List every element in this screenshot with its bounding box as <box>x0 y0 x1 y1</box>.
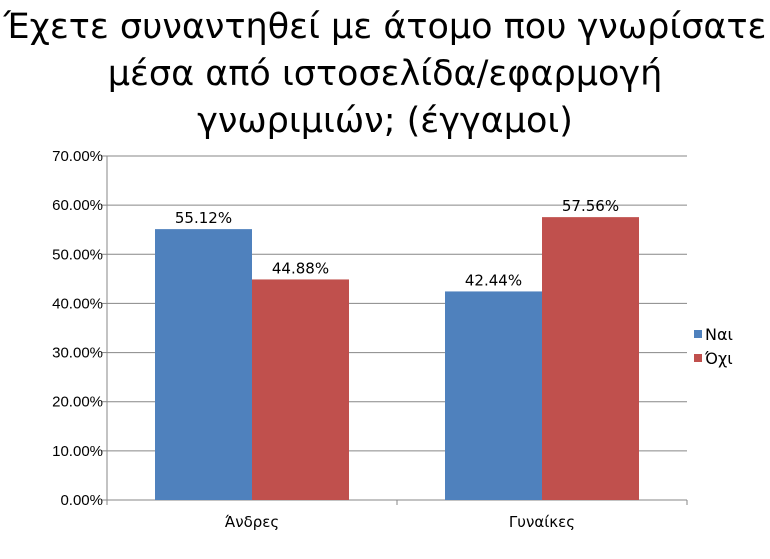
y-tick-label: 0.00% <box>60 492 103 509</box>
chart-title-line-3: γνωριμιών; (έγγαμοι) <box>197 101 573 141</box>
data-label: 57.56% <box>562 197 619 215</box>
legend-swatch-nai <box>694 330 702 338</box>
legend-swatch-ochi <box>694 354 702 362</box>
y-tick-label: 70.00% <box>52 148 103 165</box>
x-category-label: Γυναίκες <box>509 513 575 531</box>
bar-nai-0 <box>155 229 252 500</box>
y-tick-label: 60.00% <box>52 197 103 214</box>
chart-title: Έχετε συναντηθεί με άτομο που γνωρίσατε … <box>0 4 770 145</box>
legend: Ναι Όχι <box>694 322 733 370</box>
data-label: 42.44% <box>465 271 522 289</box>
y-tick-label: 50.00% <box>52 246 103 263</box>
legend-item-ochi: Όχι <box>694 346 733 370</box>
legend-item-nai: Ναι <box>694 322 733 346</box>
chart-title-line-2: μέσα από ιστοσελίδα/εφαρμογή <box>107 54 663 94</box>
data-label: 55.12% <box>175 209 232 227</box>
y-tick-label: 10.00% <box>52 443 103 460</box>
y-tick-label: 20.00% <box>52 394 103 411</box>
legend-label-ochi: Όχι <box>705 348 733 368</box>
data-label: 44.88% <box>272 259 329 277</box>
chart-title-line-1: Έχετε συναντηθεί με άτομο που γνωρίσατε <box>3 7 767 47</box>
x-category-label: Άνδρες <box>225 513 279 531</box>
bar-nai-1 <box>445 291 542 500</box>
bar-ochi-0 <box>252 279 349 500</box>
y-tick-label: 30.00% <box>52 345 103 362</box>
legend-label-nai: Ναι <box>705 324 733 344</box>
y-tick-label: 40.00% <box>52 295 103 312</box>
bar-ochi-1 <box>542 217 639 500</box>
